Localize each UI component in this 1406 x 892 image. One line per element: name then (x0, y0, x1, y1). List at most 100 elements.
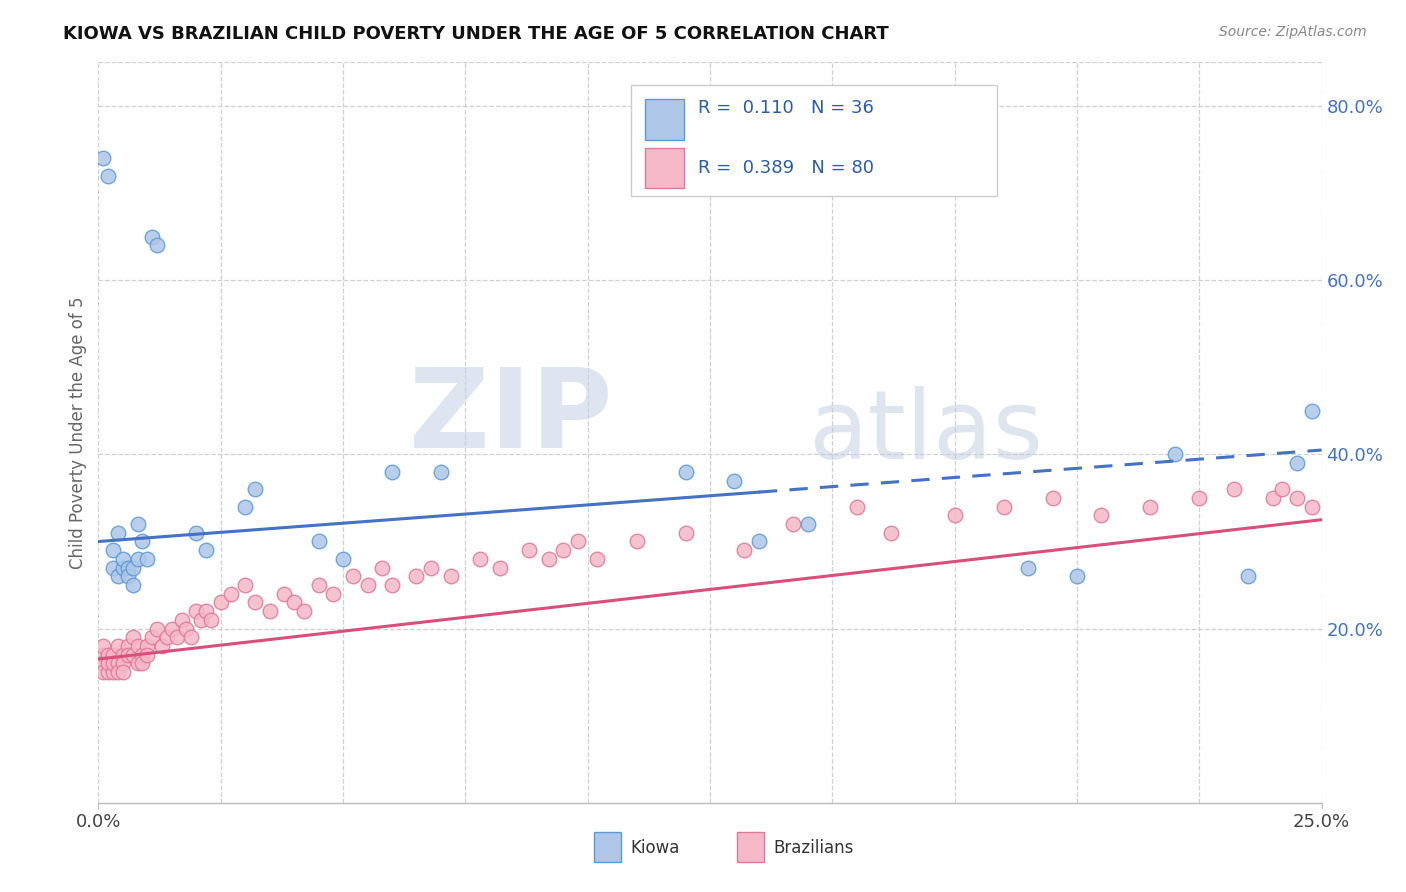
Point (733, 543, 755, 558)
Point (180, 630, 202, 644)
Text: KIOWA VS BRAZILIAN CHILD POVERTY UNDER THE AGE OF 5 CORRELATION CHART: KIOWA VS BRAZILIAN CHILD POVERTY UNDER T… (63, 25, 889, 43)
Point (1066, 569, 1088, 583)
Point (675, 465, 697, 479)
Point (101, 543, 124, 558)
Point (141, 630, 163, 644)
Point (121, 630, 143, 644)
Text: Source: ZipAtlas.com: Source: ZipAtlas.com (1219, 25, 1367, 39)
Point (1017, 560, 1039, 574)
Point (111, 560, 134, 574)
Point (91, 648, 114, 662)
Point (101, 560, 124, 574)
Text: R =  0.389   N = 80: R = 0.389 N = 80 (697, 159, 873, 177)
Point (488, 560, 510, 574)
Point (107, 665, 129, 680)
Point (233, 500, 256, 514)
Point (91, 151, 114, 165)
Point (131, 657, 153, 671)
Text: Brazilians: Brazilians (773, 839, 853, 857)
Point (259, 604, 281, 618)
Point (243, 482, 266, 496)
Point (1286, 491, 1309, 505)
Point (1222, 482, 1244, 496)
Point (156, 630, 179, 644)
FancyBboxPatch shape (645, 147, 685, 188)
Point (186, 604, 208, 618)
Point (332, 552, 354, 566)
Point (880, 525, 903, 540)
Point (567, 534, 589, 549)
Point (127, 552, 149, 566)
Point (308, 534, 330, 549)
Text: ZIP: ZIP (409, 364, 612, 471)
Point (127, 657, 149, 671)
Point (381, 465, 404, 479)
Y-axis label: Child Poverty Under the Age of 5: Child Poverty Under the Age of 5 (69, 296, 87, 569)
Point (1271, 482, 1294, 496)
Point (117, 648, 139, 662)
Point (131, 648, 153, 662)
Point (273, 587, 295, 601)
Point (150, 639, 173, 653)
Point (176, 622, 198, 636)
Point (127, 639, 149, 653)
Point (405, 569, 427, 583)
Point (845, 500, 868, 514)
Point (170, 613, 193, 627)
Point (209, 595, 232, 609)
Point (219, 587, 242, 601)
Point (160, 622, 183, 636)
Point (146, 622, 169, 636)
Point (97, 648, 120, 662)
Point (308, 578, 330, 592)
Point (675, 525, 697, 540)
Point (127, 517, 149, 532)
Point (117, 560, 139, 574)
Point (91, 639, 114, 653)
Point (121, 648, 143, 662)
FancyBboxPatch shape (593, 832, 620, 862)
Point (107, 639, 129, 653)
Point (131, 534, 153, 549)
Point (1164, 447, 1187, 461)
FancyBboxPatch shape (645, 99, 685, 140)
Point (342, 569, 364, 583)
Point (121, 578, 143, 592)
Point (517, 543, 540, 558)
Point (141, 229, 163, 244)
Point (440, 569, 463, 583)
Point (322, 587, 344, 601)
Point (97, 169, 120, 183)
Point (1301, 500, 1323, 514)
Point (117, 569, 139, 583)
Point (117, 639, 139, 653)
Point (101, 657, 124, 671)
Point (1188, 491, 1211, 505)
Point (111, 648, 134, 662)
Point (101, 648, 124, 662)
Point (748, 534, 770, 549)
Point (91, 665, 114, 680)
Point (243, 595, 266, 609)
Point (1139, 500, 1161, 514)
Point (586, 552, 609, 566)
Point (1301, 404, 1323, 418)
Text: Kiowa: Kiowa (630, 839, 681, 857)
FancyBboxPatch shape (630, 85, 997, 195)
Text: atlas: atlas (808, 386, 1043, 479)
Point (107, 569, 129, 583)
Point (537, 552, 560, 566)
Point (943, 508, 966, 523)
Point (553, 543, 575, 558)
Point (993, 500, 1015, 514)
Point (283, 595, 305, 609)
Point (292, 604, 315, 618)
Point (146, 238, 169, 252)
Point (136, 648, 159, 662)
Point (1090, 508, 1112, 523)
Point (356, 578, 378, 592)
Point (111, 552, 134, 566)
Point (723, 474, 745, 488)
Point (97, 657, 120, 671)
Text: R =  0.110   N = 36: R = 0.110 N = 36 (697, 99, 873, 118)
